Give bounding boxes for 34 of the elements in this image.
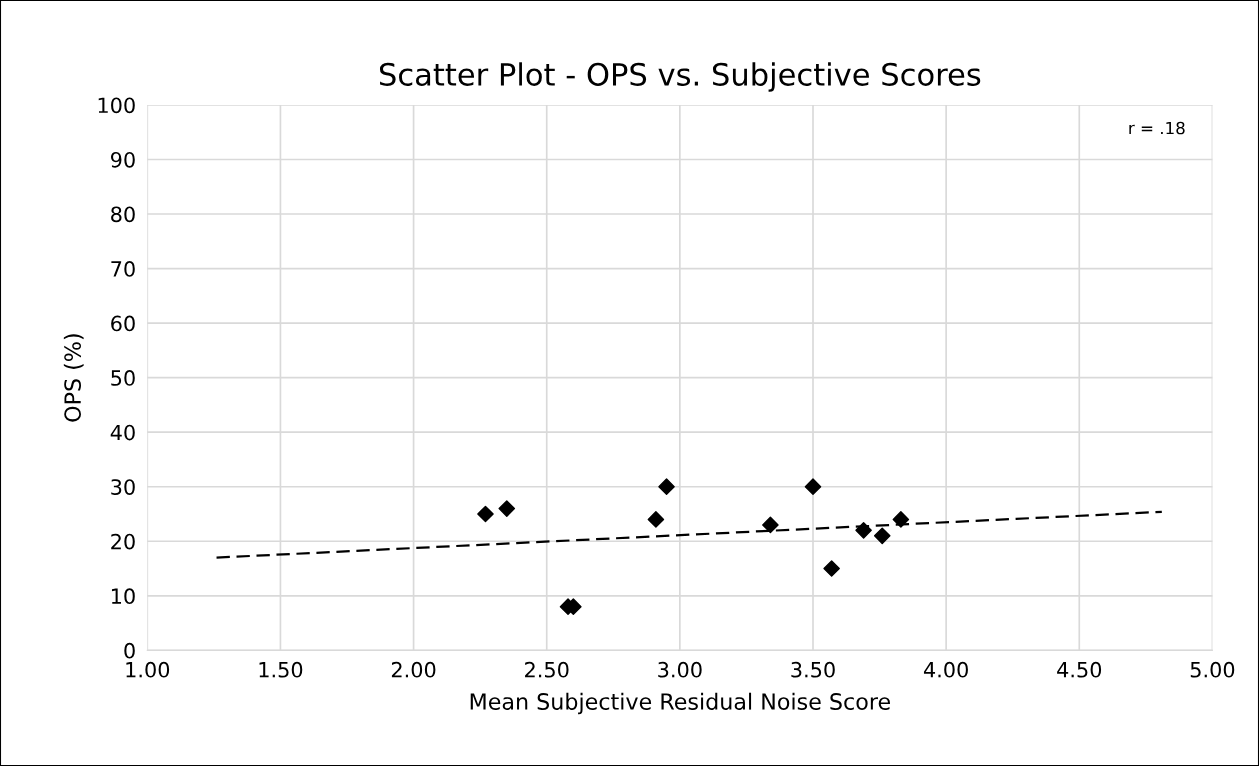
y-tick-label: 20 [111, 533, 135, 550]
point [873, 527, 891, 545]
x-tick-label: 4.00 [923, 661, 968, 678]
point [647, 511, 665, 528]
x-tick-label: 1.50 [259, 661, 303, 678]
point [892, 511, 910, 528]
point [804, 478, 822, 496]
x-tick-label: 5.00 [1190, 661, 1235, 678]
x-tick-label: 2.50 [525, 661, 569, 678]
x-tick-label: 4.50 [1057, 661, 1102, 678]
y-tick-label: 90 [110, 151, 135, 168]
y-tick-label: 30 [111, 479, 135, 495]
x-tick-label: 1.00 [126, 661, 170, 678]
x-axis-title: Mean Subjective Residual Noise Score [470, 692, 890, 715]
x-tick-label: 3.00 [658, 661, 702, 678]
y-tick-label: 40 [110, 424, 135, 441]
chart-title: Scatter Plot - OPS vs. Subjective Scores [379, 62, 981, 92]
y-tick-label: 10 [111, 588, 135, 605]
y-tick-label: 70 [111, 261, 135, 277]
y-tick-label: 80 [111, 206, 135, 223]
y-tick-label: 100 [98, 97, 135, 114]
y-tick-label: 50 [111, 370, 135, 386]
y-axis-title: OPS (%) [63, 334, 84, 422]
x-tick-label: 2.00 [391, 661, 436, 678]
point [477, 505, 494, 523]
point [762, 516, 779, 534]
point [855, 522, 872, 539]
y-tick-label: 0 [124, 642, 135, 659]
point [658, 478, 675, 496]
annotation: r = .18 [1129, 121, 1185, 135]
x-tick-label: 3.50 [791, 661, 835, 678]
point [823, 560, 840, 577]
y-tick-label: 60 [111, 315, 135, 332]
point [498, 500, 516, 517]
